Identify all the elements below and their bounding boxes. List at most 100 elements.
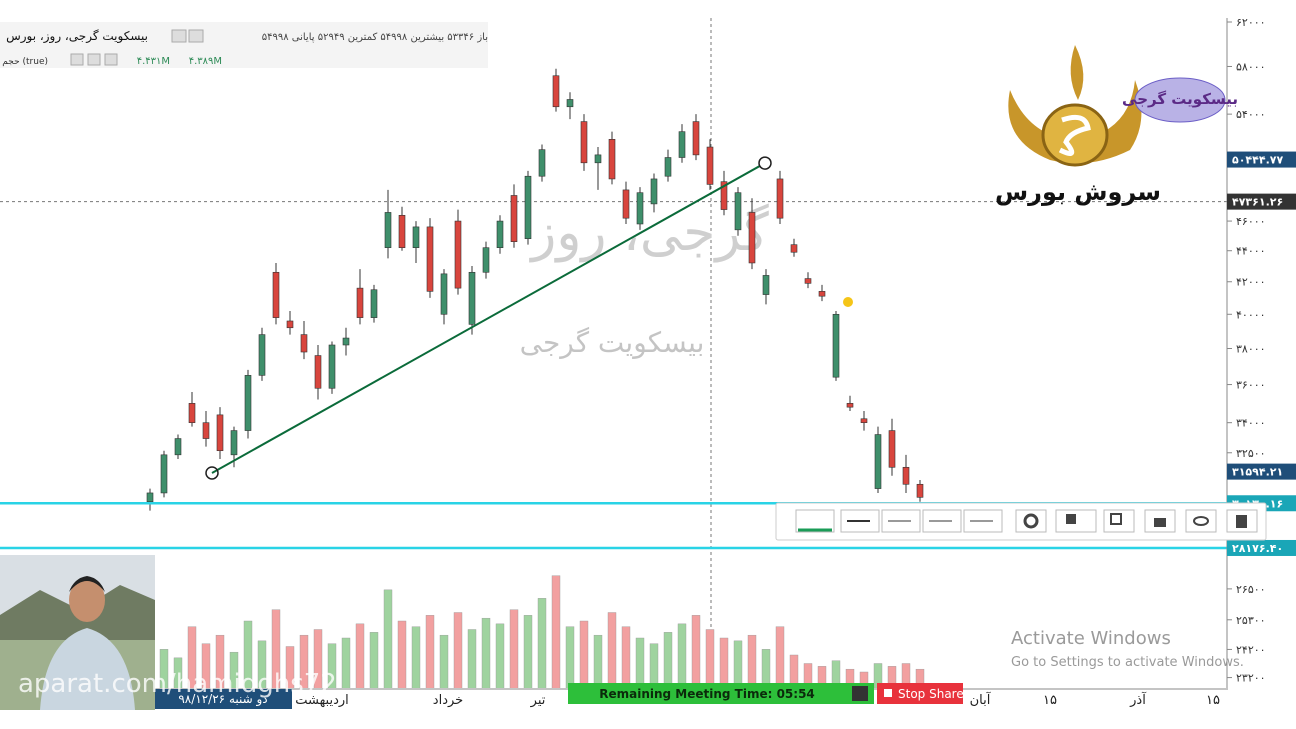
candle-body xyxy=(454,220,462,289)
date-label: دو شنبه ۹۸/۱۲/۲۶ xyxy=(178,692,267,707)
volume-bar xyxy=(439,634,449,690)
y-tick-label: ۳۶۰۰۰ xyxy=(1236,379,1266,392)
candle-body xyxy=(202,422,210,439)
watermark-sub: بیسکویت گرجی xyxy=(520,326,705,359)
candle-body xyxy=(496,220,504,248)
candle-body xyxy=(594,154,602,164)
volume-bar xyxy=(593,634,603,690)
top-strip xyxy=(0,0,1296,18)
volume-bar xyxy=(565,626,575,690)
candle-body xyxy=(860,418,868,423)
volume-bar xyxy=(383,589,393,690)
volume-value: ۴.۴۳۱M xyxy=(137,56,170,67)
candle-body xyxy=(538,149,546,177)
y-tick-label: ۴۰۰۰۰ xyxy=(1236,308,1266,321)
volume-bar xyxy=(691,615,701,690)
price-marker-label: ۲۸۱۷۶.۴۰ xyxy=(1232,542,1283,555)
volume-bar xyxy=(341,637,351,690)
settings-button[interactable] xyxy=(1015,509,1047,533)
volume-bar xyxy=(453,612,463,690)
candle-body xyxy=(804,278,812,284)
candle-body xyxy=(160,454,168,494)
candle-body xyxy=(412,226,420,248)
meeting-time: Remaining Meeting Time: 05:54 xyxy=(599,687,815,701)
volume-bar xyxy=(355,623,365,690)
x-tick-label: خرداد xyxy=(433,693,463,708)
stop-share-button[interactable] xyxy=(877,683,963,704)
x-tick-label: ۱۵ xyxy=(1206,693,1220,708)
trendline xyxy=(211,162,766,474)
candle-body xyxy=(356,287,364,318)
volume-bar xyxy=(705,629,715,690)
y-tick-label: ۳۴۰۰۰ xyxy=(1236,417,1266,430)
candle-body xyxy=(300,334,308,353)
candle-body xyxy=(328,344,336,389)
volume-bar xyxy=(411,626,421,690)
candle-body xyxy=(370,289,378,318)
volume-bar xyxy=(537,598,547,690)
volume-bar xyxy=(551,575,561,690)
candle-body xyxy=(384,212,392,248)
candle-body xyxy=(762,275,770,295)
candle-body xyxy=(524,175,532,240)
y-tick-label: ۴۲۰۰۰ xyxy=(1236,276,1266,289)
hide-button[interactable] xyxy=(1185,509,1217,533)
candle-body xyxy=(664,157,672,177)
candle-body xyxy=(188,403,196,423)
candle-body xyxy=(678,131,686,158)
candle-body xyxy=(650,178,658,205)
x-tick-label: آبان xyxy=(970,691,992,708)
logo-badge: بیسکویت گرجی xyxy=(1122,90,1238,108)
y-tick-label: ۴۶۰۰۰ xyxy=(1236,215,1266,228)
brush-button[interactable] xyxy=(795,509,835,533)
y-tick-label: ۵۸۰۰۰ xyxy=(1236,60,1266,73)
stop-share-label: Stop Share xyxy=(898,687,964,701)
price-marker-bg xyxy=(1227,193,1296,210)
candle-body xyxy=(342,337,350,346)
candle-body xyxy=(874,434,882,489)
candle-body xyxy=(230,430,238,456)
y-tick-label: ۲۵۳۰۰ xyxy=(1236,614,1266,627)
activate-title: Activate Windows xyxy=(1011,628,1171,649)
volume-icon[interactable] xyxy=(87,53,101,66)
volume-icon[interactable] xyxy=(104,53,118,66)
y-tick-label: ۶۲۰۰۰ xyxy=(1236,16,1266,29)
volume-bar xyxy=(607,612,617,690)
candle-body xyxy=(426,226,434,292)
candle-body xyxy=(734,192,742,231)
candle-body xyxy=(552,75,560,108)
candle-body xyxy=(622,189,630,219)
meeting-icon[interactable] xyxy=(852,686,868,701)
candle-body xyxy=(272,271,280,318)
candle-body xyxy=(440,273,448,315)
logo xyxy=(1008,45,1226,167)
header-icon[interactable] xyxy=(188,29,204,43)
candle-body xyxy=(216,414,224,452)
candle-body xyxy=(832,313,840,378)
meeting-bar xyxy=(568,683,874,704)
price-marker-bg xyxy=(1227,539,1296,556)
candle-body xyxy=(608,139,616,180)
candle-body xyxy=(902,466,910,485)
candle-body xyxy=(146,492,154,503)
candle-body xyxy=(720,181,728,210)
volume-bar xyxy=(649,643,659,690)
site-watermark: aparat.com/hamidghs72 xyxy=(18,669,337,699)
price-marker-label: ۵۰۴۴۴.۷۷ xyxy=(1232,154,1283,167)
y-tick-label: ۴۴۰۰۰ xyxy=(1236,245,1266,258)
candle-body xyxy=(790,244,798,253)
volume-bar xyxy=(775,626,785,690)
watermark-main: گرجی، روز xyxy=(528,203,769,263)
volume-bar xyxy=(495,623,505,690)
volume-bar xyxy=(481,617,491,690)
volume-icon[interactable] xyxy=(70,53,84,66)
candle-body xyxy=(258,334,266,376)
header-icon[interactable] xyxy=(171,29,187,43)
volume-bar xyxy=(509,609,519,690)
candle-body xyxy=(888,430,896,468)
y-tick-label: ۳۲۵۰۰ xyxy=(1236,447,1266,460)
activate-sub: Go to Settings to activate Windows. xyxy=(1011,655,1244,670)
y-tick-label: ۲۴۲۰۰ xyxy=(1236,643,1266,656)
